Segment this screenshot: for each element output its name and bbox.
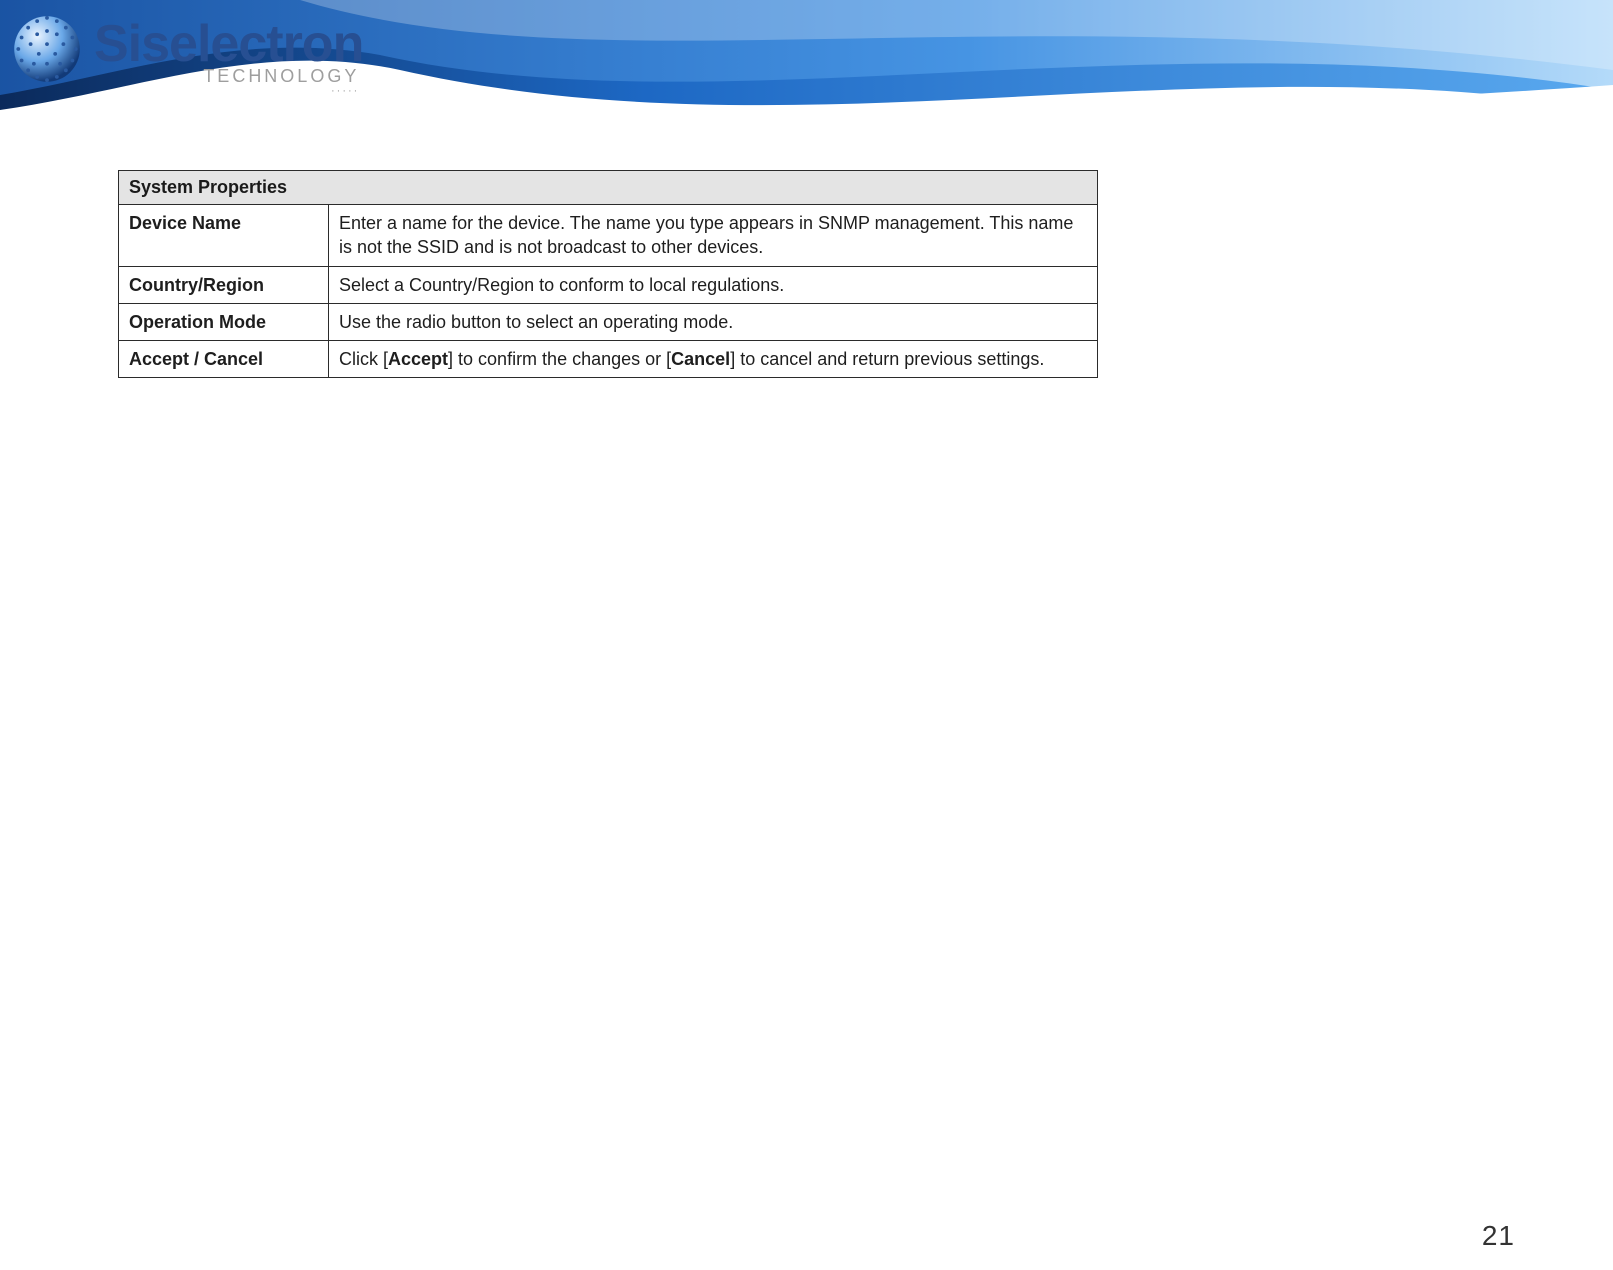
table-row-description: Use the radio button to select an operat… <box>329 303 1098 340</box>
table-title: System Properties <box>119 171 1098 205</box>
desc-part: Cancel <box>671 349 730 369</box>
desc-part: Enter a name for the device. The name yo… <box>339 213 1073 257</box>
desc-part: Accept <box>388 349 448 369</box>
table-row: Country/Region Select a Country/Region to… <box>119 266 1098 303</box>
desc-part: ] to confirm the changes or [ <box>448 349 671 369</box>
brand-text-wrap: Siselectron TECHNOLOGY ····· <box>94 14 363 97</box>
table-row-description: Click [Accept] to confirm the changes or… <box>329 341 1098 378</box>
table-row-description: Select a Country/Region to conform to lo… <box>329 266 1098 303</box>
page-number: 21 <box>1482 1220 1515 1252</box>
table-row-label: Operation Mode <box>119 303 329 340</box>
table-row-description: Enter a name for the device. The name yo… <box>329 205 1098 267</box>
brand-logo: Siselectron TECHNOLOGY ····· <box>6 8 363 97</box>
desc-part: Use the radio button to select an operat… <box>339 312 733 332</box>
desc-part: Click [ <box>339 349 388 369</box>
desc-part: ] to cancel and return previous settings… <box>730 349 1044 369</box>
table-row-label: Device Name <box>119 205 329 267</box>
brand-subtext: TECHNOLOGY <box>94 66 359 87</box>
table-row: Device NameEnter a name for the device. … <box>119 205 1098 267</box>
table-row-label: Country/Region <box>119 266 329 303</box>
table-row: Operation Mode Use the radio button to se… <box>119 303 1098 340</box>
table-row-label: Accept / Cancel <box>119 341 329 378</box>
content-area: System Properties Device NameEnter a nam… <box>118 170 1098 378</box>
page-header: Siselectron TECHNOLOGY ····· <box>0 0 1613 122</box>
system-properties-table: System Properties Device NameEnter a nam… <box>118 170 1098 378</box>
brand-name: Siselectron <box>94 14 363 74</box>
table-row: Accept / CancelClick [Accept] to confirm… <box>119 341 1098 378</box>
brand-dots: ····· <box>94 85 359 97</box>
brand-sphere-icon <box>6 8 88 90</box>
desc-part: Select a Country/Region to conform to lo… <box>339 275 784 295</box>
